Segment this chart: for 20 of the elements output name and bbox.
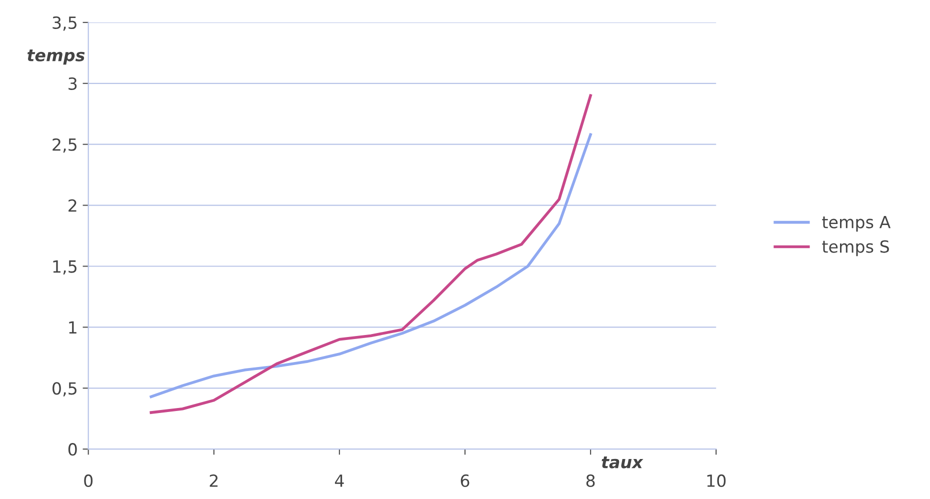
line-series — [150, 133, 592, 398]
legend-label: temps S — [822, 240, 889, 256]
legend-label: temps A — [822, 216, 891, 232]
x-tick-label: 2 — [210, 474, 218, 487]
y-tick-label: 3,5 — [52, 16, 76, 31]
x-axis-title: taux — [602, 456, 644, 468]
y-tick-label: 1 — [69, 321, 76, 334]
y-tick-label: 2,5 — [52, 138, 76, 153]
x-tick-label: 8 — [586, 474, 595, 487]
y-axis-title: temps — [27, 49, 85, 65]
y-tick-label: 2 — [68, 199, 76, 212]
y-tick-label: 0 — [68, 443, 77, 456]
x-tick-label: 0 — [84, 474, 93, 487]
x-tick-label: 10 — [707, 474, 726, 487]
x-tick-label: 6 — [460, 474, 470, 487]
x-tick-label: 4 — [334, 474, 344, 487]
y-tick-label: 3 — [68, 77, 77, 90]
y-tick-label: 0,5 — [52, 382, 76, 396]
y-tick-label: 1,5 — [53, 260, 76, 275]
line-series — [150, 94, 592, 414]
